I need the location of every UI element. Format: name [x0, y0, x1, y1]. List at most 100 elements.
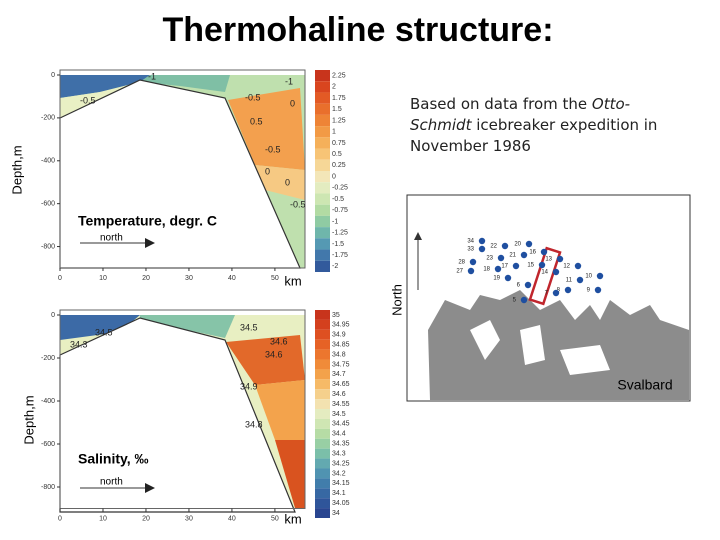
station: [467, 267, 475, 275]
colorbar-swatch: [315, 409, 330, 419]
station: [478, 237, 486, 245]
y-tick-label: -800: [41, 484, 55, 491]
contour-label: -0.5: [290, 199, 306, 209]
colorbar-label: -1.5: [332, 241, 344, 248]
colorbar-swatch: [315, 508, 330, 518]
map-y-label: North: [389, 284, 404, 316]
station-label: 27: [456, 269, 463, 275]
station-label: 22: [490, 244, 497, 250]
note: Based on data from the Otto-Schmidt iceb…: [410, 94, 660, 157]
colorbar-label: -2: [332, 263, 338, 270]
x-tick-label: 30: [185, 515, 193, 522]
colorbar-label: 34.05: [332, 500, 350, 507]
contour-label: 34.8: [245, 419, 263, 429]
station: [540, 248, 548, 256]
station-label: 8: [557, 288, 561, 294]
x-tick-label: 0: [58, 275, 62, 282]
colorbar-swatch: [315, 468, 330, 479]
contour-label: 34.9: [240, 381, 258, 391]
panel-title: Temperature, degr. C: [78, 213, 217, 229]
colorbar-label: 0: [332, 173, 336, 180]
colorbar-label: 34.9: [332, 332, 346, 339]
station: [525, 240, 533, 248]
contour-label: 0: [290, 98, 295, 108]
station-label: 5: [513, 298, 517, 304]
plot-frame: [59, 69, 306, 269]
station-label: 15: [527, 263, 534, 269]
station: [576, 276, 584, 284]
station-label: 10: [585, 274, 592, 280]
field-region: [226, 335, 305, 385]
colorbar-label: -1: [332, 218, 338, 225]
station: [552, 268, 560, 276]
colorbar-label: 34.65: [332, 381, 350, 388]
note-italic: Otto-Schmidt: [410, 95, 631, 134]
field-region: [140, 315, 235, 338]
x-tick-label: 10: [99, 275, 107, 282]
contour-label: -1: [285, 76, 293, 86]
contour-label: 0: [265, 166, 270, 176]
map-land: [428, 290, 689, 400]
station-label: 28: [458, 260, 465, 266]
colorbar-swatch: [315, 349, 330, 360]
colorbar-label: -1.75: [332, 252, 348, 259]
contour-label: 34.5: [95, 327, 113, 337]
contour-label: -0.5: [265, 144, 281, 154]
colorbar-label: 34.15: [332, 480, 350, 487]
colorbar-label: 34.6: [332, 391, 346, 398]
station: [556, 255, 564, 263]
station: [538, 261, 546, 269]
contour-label: 34.3: [70, 339, 88, 349]
north-arrowhead: [414, 232, 422, 240]
x-tick-label: 40: [228, 275, 236, 282]
colorbar-label: -0.5: [332, 196, 344, 203]
colorbar-swatch: [315, 137, 330, 149]
map-place-label: Svalbard: [617, 377, 672, 393]
contour-label: -0.5: [245, 92, 261, 102]
colorbar-swatch: [315, 379, 330, 390]
field-region: [255, 380, 305, 440]
colorbar-label: 34.35: [332, 441, 350, 448]
colorbar-swatch: [315, 438, 330, 449]
colorbar-label: 34: [332, 510, 340, 517]
station: [520, 296, 528, 304]
note-text: Based on data from the: [410, 95, 588, 113]
x-axis-label: km: [284, 273, 301, 288]
colorbar-swatch: [315, 448, 330, 459]
station: [564, 286, 572, 294]
colorbar-swatch: [315, 418, 330, 429]
contour-label: -0.5: [80, 95, 96, 105]
colorbar-label: 34.85: [332, 342, 350, 349]
field-region: [60, 75, 150, 98]
x-tick-label: 30: [185, 275, 193, 282]
colorbar-swatch: [315, 148, 330, 160]
y-tick-label: -600: [41, 201, 55, 208]
field-region: [60, 315, 140, 340]
station-label: 14: [541, 270, 548, 276]
x-tick-label: 20: [142, 515, 150, 522]
station-label: 20: [514, 242, 521, 248]
contour-label: 34.6: [270, 336, 288, 346]
colorbar-swatch: [315, 329, 330, 340]
field-region: [228, 88, 305, 170]
colorbar-label: 1.5: [332, 106, 342, 113]
colorbar-label: 34.4: [332, 431, 346, 438]
station-label: 33: [467, 247, 474, 253]
y-tick-label: -400: [41, 398, 55, 405]
y-axis-label: Depth,m: [21, 395, 36, 444]
station-label: 23: [486, 256, 493, 262]
plot-frame: [59, 309, 306, 509]
x-tick-label: 50: [271, 275, 279, 282]
colorbar-label: 34.3: [332, 450, 346, 457]
y-tick-label: -200: [41, 355, 55, 362]
station-label: 19: [493, 276, 500, 282]
contour-label: 34.5: [240, 322, 258, 332]
colorbar-label: 34.75: [332, 361, 350, 368]
direction-arrowhead: [145, 483, 155, 493]
colorbar-swatch: [315, 249, 330, 261]
colorbar-label: 34.8: [332, 351, 346, 358]
colorbar-label: 34.95: [332, 322, 350, 329]
y-tick-label: -400: [41, 158, 55, 165]
